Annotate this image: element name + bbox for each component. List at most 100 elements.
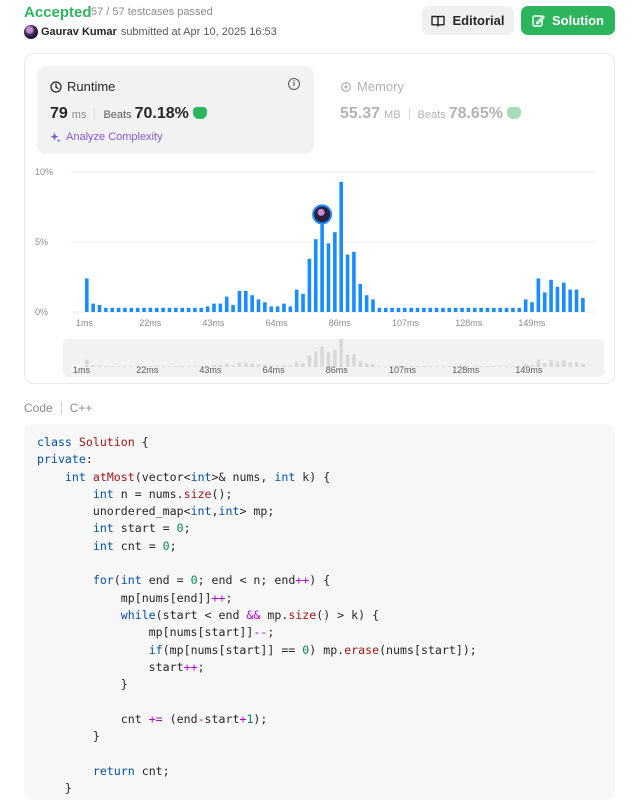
chart-bar — [129, 307, 134, 312]
status-label: Accepted — [24, 4, 92, 21]
overview-bar — [301, 363, 305, 367]
code-line: int start = 0; — [92, 521, 191, 536]
overview-bar — [320, 346, 324, 367]
overview-bar — [313, 351, 318, 367]
code-line: int atMost(vector<int>& nums, int k) { — [64, 469, 331, 484]
runtime-distribution-chart[interactable]: 10% 5% 0% 1ms 22ms 43ms 64ms 86ms 107ms 128ms 149m… — [25, 162, 614, 377]
overview-bar — [422, 366, 426, 367]
chart-bar — [97, 305, 102, 312]
overview-bar — [498, 366, 502, 367]
overview-bar — [472, 366, 477, 367]
user-avatar[interactable] — [24, 25, 38, 39]
code-line — [37, 693, 477, 710]
chart-bar — [466, 307, 471, 312]
overview-bar — [104, 366, 108, 367]
chart-bar — [294, 289, 299, 312]
overview-bar — [161, 366, 165, 367]
overview-tick-label: 22ms — [136, 365, 159, 375]
overview-tick-label: 64ms — [263, 365, 286, 375]
chart-bar — [415, 307, 420, 312]
overview-bar — [511, 366, 515, 367]
runtime-value: 79 — [50, 105, 68, 122]
code-line: mp[nums[end]]++; — [37, 590, 233, 605]
analyze-complexity-link[interactable]: Analyze Complexity — [50, 131, 163, 143]
chart-bar — [205, 306, 210, 312]
chart-bar — [218, 303, 223, 312]
overview-bar — [339, 339, 343, 367]
code-line: cnt += (end-start+1); — [37, 711, 268, 726]
runtime-title-text: Runtime — [67, 79, 116, 94]
x-tick-label: 43ms — [202, 318, 225, 328]
overview-bar — [326, 352, 331, 367]
user-avatar-marker-face — [317, 208, 325, 216]
overview-bar — [485, 366, 490, 367]
chart-bar — [383, 307, 388, 312]
overview-bar — [504, 366, 509, 367]
editorial-label: Editorial — [452, 13, 505, 28]
overview-bar — [364, 363, 369, 367]
solution-button[interactable]: Solution — [521, 6, 615, 35]
overview-bar — [231, 365, 235, 367]
overview-bar — [110, 366, 115, 367]
runtime-panel[interactable]: Runtime i 79 ms Beats 70.18% Analyze Com… — [37, 66, 314, 154]
overview-bar — [116, 366, 121, 367]
chart-bar — [447, 307, 452, 312]
code-block[interactable]: class Solution {private: int atMost(vect… — [24, 424, 615, 800]
chart-bar — [574, 289, 579, 312]
overview-bar — [441, 366, 445, 367]
chart-bar — [116, 307, 121, 312]
chart-bar — [358, 284, 363, 312]
chart-bar — [199, 307, 204, 312]
overview-bar — [479, 366, 483, 367]
divider — [408, 108, 410, 120]
code-tab[interactable]: Code — [24, 401, 53, 415]
overview-bar — [536, 359, 541, 367]
chart-bar — [523, 299, 528, 312]
overview-bar — [403, 366, 407, 367]
overview-bar — [275, 365, 280, 367]
runtime-beats-label: Beats — [103, 109, 132, 121]
chart-bar — [396, 307, 401, 312]
info-icon[interactable]: i — [288, 78, 300, 90]
overview-bar — [333, 349, 337, 367]
chart-bar — [345, 254, 350, 312]
memory-value: 55.37 — [340, 105, 381, 122]
x-tick-label: 149ms — [518, 318, 546, 328]
overview-bar — [415, 366, 420, 367]
x-tick-label: 107ms — [392, 318, 420, 328]
overview-bar — [212, 365, 216, 367]
user-name[interactable]: Gaurav Kumar — [41, 26, 117, 38]
solution-label: Solution — [552, 13, 604, 28]
overview-bar — [345, 354, 350, 367]
language-label: C++ — [69, 401, 93, 415]
overview-bar — [288, 365, 293, 367]
code-line: while(start < end && mp.size() > k) { — [120, 607, 380, 622]
book-icon — [431, 15, 446, 27]
code-line: } — [37, 780, 72, 795]
chart-bar — [148, 307, 153, 312]
overview-bar — [377, 366, 382, 367]
clap-icon — [506, 107, 521, 119]
submission-header: Accepted 57 / 57 testcases passed Gaurav… — [24, 0, 624, 44]
chart-bar — [364, 295, 369, 312]
chart-bar — [581, 298, 585, 312]
memory-panel[interactable]: Memory 55.37 MB Beats 78.65% — [327, 66, 607, 154]
code-line: int cnt = 0; — [92, 538, 177, 553]
overview-bar — [199, 366, 204, 367]
chart-bar — [542, 292, 547, 312]
y-tick-label: 5% — [35, 237, 48, 247]
clock-icon — [50, 80, 62, 93]
chart-bar — [288, 306, 293, 312]
overview-tick-label: 149ms — [515, 365, 543, 375]
overview-tick-label: 107ms — [389, 365, 417, 375]
chart-bar — [517, 307, 522, 312]
editorial-button[interactable]: Editorial — [422, 6, 514, 35]
overview-bar — [549, 360, 553, 367]
overview-bar — [123, 366, 127, 367]
overview-bar — [142, 366, 146, 367]
chart-bar — [231, 305, 235, 312]
x-tick-label: 22ms — [139, 318, 162, 328]
chart-bar — [180, 307, 184, 312]
overview-bar — [428, 366, 433, 367]
overview-bar — [256, 364, 261, 367]
